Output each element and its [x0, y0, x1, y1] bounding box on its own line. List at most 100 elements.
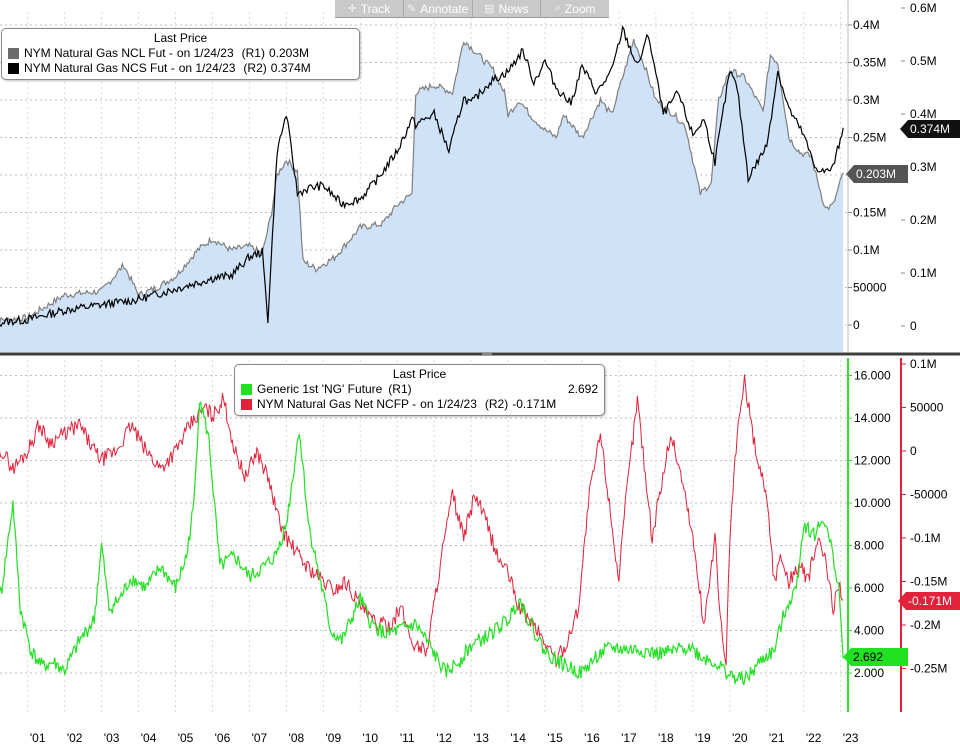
- x-tick-label: '09: [325, 731, 341, 744]
- zoom-label: Zoom: [564, 1, 596, 16]
- pencil-icon: ✎: [406, 3, 417, 15]
- top-legend[interactable]: Last Price NYM Natural Gas NCL Fut - on …: [1, 28, 360, 80]
- news-button[interactable]: ▤ News: [473, 0, 542, 17]
- top-r1-tick-label: 0.15M: [853, 206, 886, 220]
- ncs-line: [0, 25, 844, 328]
- bottom-r1-tick-label: 10.000: [854, 496, 891, 510]
- bottom-r2-tick-label: -50000: [910, 488, 948, 502]
- bottom-r1-tick-label: 14.000: [854, 411, 891, 425]
- top-r2-tick-label: 0.2M: [910, 213, 937, 227]
- x-tick-label: '19: [695, 731, 711, 744]
- ncs-name: NYM Natural Gas NCS Fut -: [24, 61, 175, 75]
- bottom-legend-title: Last Price: [392, 367, 447, 381]
- top-r1-tick-label: 0.25M: [853, 131, 886, 145]
- ncl-date: on 1/24/23: [176, 46, 234, 60]
- chart-toolbar: ✛ Track ✎ Annotate ▤ News ⌕ Zoom: [335, 0, 609, 18]
- magnifier-icon: ⌕: [554, 2, 561, 14]
- ncfp-value: -0.171M: [512, 397, 557, 411]
- x-tick-label: '16: [584, 731, 600, 744]
- ncfp-line: [0, 374, 844, 669]
- annotate-label: Annotate: [420, 1, 469, 16]
- ng-last-tag: 2.692: [843, 648, 908, 666]
- track-label: Track: [360, 1, 391, 16]
- ncfp-last-tag-text: -0.171M: [908, 594, 952, 608]
- ng-swatch: [241, 384, 252, 395]
- ncl-axis: (R1): [241, 46, 265, 60]
- x-tick-label: '01: [30, 731, 46, 744]
- ncfp-last-tag-shape: [898, 592, 960, 610]
- x-tick-label: '20: [732, 731, 748, 744]
- bottom-r2-tick-label: -0.15M: [910, 575, 947, 589]
- ng-last-tag-shape: [843, 648, 908, 666]
- news-label: News: [498, 1, 529, 16]
- ncfp-swatch: [241, 399, 252, 410]
- top-r2-tick-label: 0.5M: [910, 54, 937, 68]
- top-r1-tick-label: 50000: [853, 281, 887, 295]
- bottom-r2-tick-label: -0.1M: [910, 531, 941, 545]
- ncl-line: [0, 38, 844, 325]
- top-r1-tick-label: 0: [853, 318, 860, 332]
- x-tick-label: '21: [769, 731, 785, 744]
- legend-row-ncfp: NYM Natural Gas Net NCFP - on 1/24/23 (R…: [241, 397, 598, 412]
- x-tick-label: '06: [215, 731, 231, 744]
- x-tick-label: '07: [252, 731, 268, 744]
- ng-axis: (R1): [388, 382, 412, 396]
- ng-last-tag-text: 2.692: [853, 650, 883, 664]
- x-tick-label: '13: [473, 731, 489, 744]
- annotate-button[interactable]: ✎ Annotate: [404, 0, 473, 17]
- ncfp-date: on 1/24/23: [420, 397, 477, 411]
- bottom-r1-tick-label: 8.000: [854, 539, 884, 553]
- x-tick-label: '15: [547, 731, 563, 744]
- ncs-last-tag-shape: [900, 120, 960, 138]
- bottom-r2-tick-label: -0.25M: [910, 662, 947, 676]
- top-r2-tick-label: 0.6M: [910, 1, 937, 15]
- ncl-last-tag-shape: [846, 165, 908, 183]
- x-tick-label: '18: [658, 731, 674, 744]
- bottom-r2-tick-label: 0: [910, 444, 917, 458]
- bottom-r1-tick-label: 6.000: [854, 581, 884, 595]
- x-tick-label: '11: [400, 731, 415, 744]
- top-r1-tick-label: 0.35M: [853, 56, 886, 70]
- ncl-name: NYM Natural Gas NCL Fut -: [24, 46, 173, 60]
- ncfp-axis: (R2): [484, 397, 509, 411]
- top-r2-tick-label: 0.3M: [910, 160, 937, 174]
- ng-name: Generic 1st 'NG' Future: [257, 382, 383, 396]
- bottom-r2-tick-label: 50000: [910, 401, 944, 415]
- ng-value: 2.692: [567, 382, 598, 396]
- bottom-legend[interactable]: Last Price Generic 1st 'NG' Future (R1) …: [234, 364, 605, 416]
- x-tick-label: '08: [289, 731, 305, 744]
- legend-row-ncs: NYM Natural Gas NCS Fut - on 1/24/23 (R2…: [8, 61, 353, 76]
- top-legend-title: Last Price: [153, 31, 208, 45]
- ncl-last-tag-text: 0.203M: [856, 167, 896, 181]
- x-tick-label: '04: [141, 731, 157, 744]
- top-r2-tick-label: 0.1M: [910, 266, 937, 280]
- bottom-r1-tick-label: 12.000: [854, 454, 891, 468]
- ncs-last-tag-text: 0.374M: [910, 122, 950, 136]
- bottom-r2-tick-label: 0.1M: [910, 357, 937, 371]
- zoom-button[interactable]: ⌕ Zoom: [541, 0, 609, 17]
- ncs-swatch: [8, 63, 19, 74]
- bottom-r1-tick-label: 2.000: [854, 666, 884, 680]
- x-tick-label: '22: [806, 731, 822, 744]
- ncs-axis: (R2): [243, 61, 267, 75]
- top-r2-tick-label: 0: [910, 319, 917, 333]
- ncl-area: [0, 39, 844, 352]
- ng-line: [0, 400, 844, 685]
- track-button[interactable]: ✛ Track: [335, 0, 404, 17]
- ncfp-name: NYM Natural Gas Net NCFP -: [257, 397, 417, 411]
- top-r1-tick-label: 0.3M: [853, 93, 880, 107]
- crosshair-icon: ✛: [347, 3, 357, 15]
- x-tick-label: '12: [436, 731, 452, 744]
- bottom-r1-tick-label: 16.000: [854, 369, 891, 383]
- top-r1-tick-label: 0.1M: [853, 243, 880, 257]
- x-tick-label: '17: [621, 731, 637, 744]
- legend-row-ncl: NYM Natural Gas NCL Fut - on 1/24/23 (R1…: [8, 46, 353, 61]
- ncs-last-tag: 0.374M: [900, 120, 960, 138]
- ncl-swatch: [8, 48, 19, 59]
- ncs-date: on 1/24/23: [178, 61, 236, 75]
- ncl-value: 0.203M: [268, 46, 310, 60]
- x-tick-label: '02: [67, 731, 83, 744]
- x-tick-label: '10: [362, 731, 378, 744]
- x-tick-label: '14: [510, 731, 526, 744]
